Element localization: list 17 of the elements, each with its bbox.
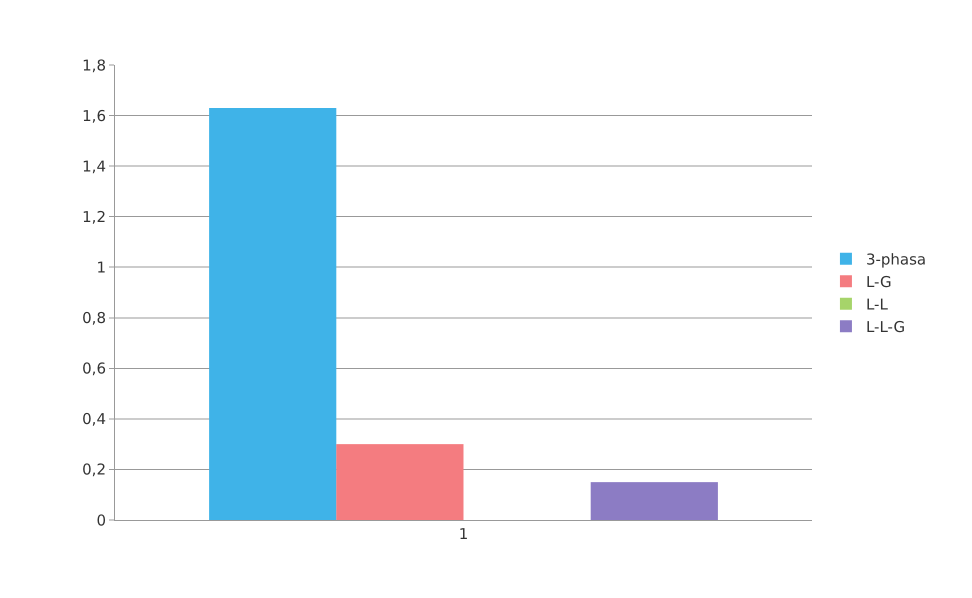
y-tick-label: 0,8 [82, 309, 106, 328]
legend-label: L-L [866, 296, 888, 314]
legend-label: L-L-G [866, 318, 906, 336]
y-tick-label: 1,4 [82, 157, 106, 176]
legend-label: 3-phasa [866, 250, 926, 269]
y-tick-label: 1,6 [82, 106, 106, 125]
y-tick-label: 0,6 [82, 360, 106, 378]
bar [336, 444, 464, 520]
bar [209, 108, 336, 520]
y-tick-label: 1,8 [82, 56, 106, 74]
legend-label: L-G [866, 273, 892, 292]
y-tick-label: 1 [96, 258, 106, 276]
y-tick-label: 1,2 [82, 208, 106, 226]
y-tick-label: 0,4 [82, 410, 106, 428]
y-tick-label: 0,2 [82, 460, 106, 479]
bar [590, 482, 718, 520]
y-tick-label: 0 [96, 511, 106, 530]
